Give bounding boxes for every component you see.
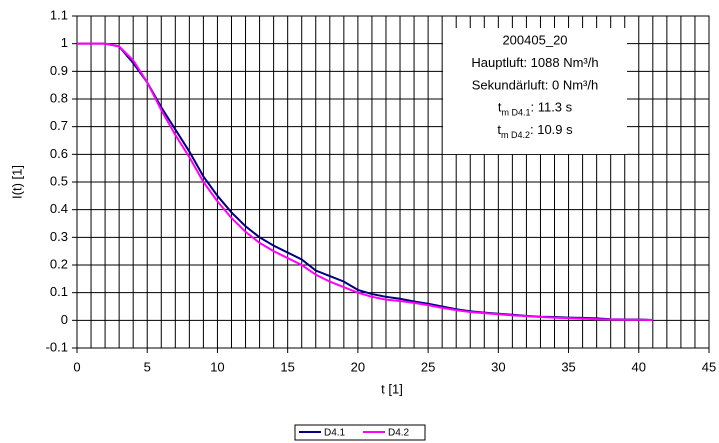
x-tick-label: 25 <box>421 359 435 374</box>
data-line <box>77 42 653 322</box>
y-tick-label: 0.3 <box>50 229 68 244</box>
annotation-line: Hauptluft: 1088 Nm³/h <box>471 55 598 70</box>
y-tick-label: -0.1 <box>46 339 68 354</box>
y-tick-label: 0.9 <box>50 63 68 78</box>
y-tick-label: 0.5 <box>50 173 68 188</box>
x-tick-label: 35 <box>561 359 575 374</box>
x-tick-label: 40 <box>632 359 646 374</box>
y-tick-label: 0.2 <box>50 256 68 271</box>
annotation-line: 200405_20 <box>502 32 567 47</box>
x-tick-label: 20 <box>351 359 365 374</box>
y-tick-label: 0.4 <box>50 201 68 216</box>
x-tick-label: 45 <box>702 359 716 374</box>
y-tick-label: 0.6 <box>50 146 68 161</box>
y-tick-label: 0.1 <box>50 284 68 299</box>
y-tick-label: 0.8 <box>50 90 68 105</box>
x-axis-label: t [1] <box>381 381 403 396</box>
x-tick-label: 30 <box>491 359 505 374</box>
annotation-symbol: t <box>497 122 501 137</box>
annotation-subscript: m D4.1 <box>501 108 530 118</box>
y-tick-label: 0.7 <box>50 118 68 133</box>
legend-label: D4.2 <box>388 428 410 439</box>
annotation-line: tm D4.1: 11.3 s <box>498 100 573 118</box>
plot-border <box>76 15 710 349</box>
x-tick-label: 5 <box>144 359 151 374</box>
annotation-value: : 11.3 s <box>530 100 572 115</box>
annotation-box <box>443 28 627 154</box>
annotation-value: : 10.9 s <box>530 122 573 137</box>
annotation-symbol: t <box>498 100 502 115</box>
x-tick-label: 10 <box>210 359 224 374</box>
y-axis-label: I(t) [1] <box>9 165 24 199</box>
annotation-subscript: m D4.2 <box>501 130 530 140</box>
annotation-line: tm D4.2: 10.9 s <box>497 122 573 140</box>
y-tick-label: 1.1 <box>50 7 68 22</box>
x-tick-label: 15 <box>280 359 294 374</box>
y-tick-label: 1 <box>61 35 68 50</box>
legend-label: D4.1 <box>324 428 346 439</box>
legend-box <box>294 424 426 441</box>
x-tick-label: 0 <box>73 359 80 374</box>
annotation-line: Sekundärluft: 0 Nm³/h <box>472 77 598 92</box>
y-tick-label: 0 <box>61 312 68 327</box>
